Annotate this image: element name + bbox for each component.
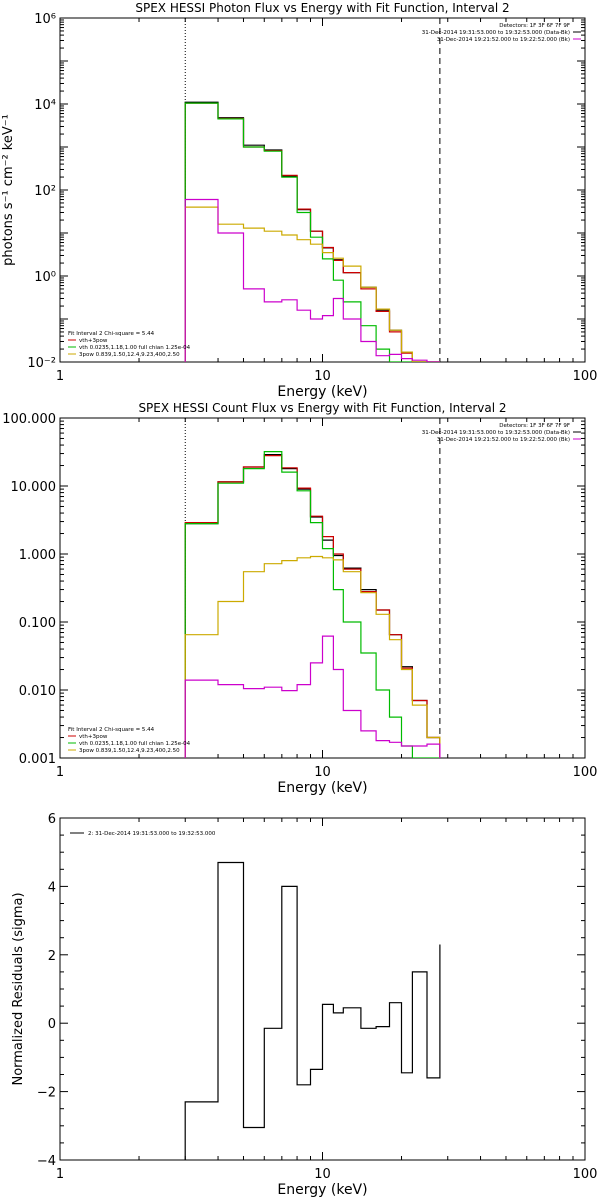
y-tick-label: 10.000 <box>11 480 57 495</box>
x-tick-label: 100 <box>573 1167 598 1182</box>
x-tick-label: 10 <box>314 765 331 780</box>
x-tick-label: 1 <box>56 1167 64 1182</box>
y-tick-label: −4 <box>37 1154 56 1169</box>
series-line-bk <box>184 198 440 362</box>
legend-top-left-text: 2: 31-Dec-2014 19:31:53.000 to 19:32:53.… <box>88 831 216 837</box>
x-tick-label: 100 <box>573 369 598 384</box>
series-line-data-bk <box>184 454 441 758</box>
x-tick-label: 1 <box>56 369 64 384</box>
series-line-vth <box>184 451 440 758</box>
legend-bottom-left-text: vth 0.0235,1.18,1.00 full chian 1.25e-04 <box>79 741 191 747</box>
y-axis-label: photons s⁻¹ cm⁻² keV⁻¹ <box>1 114 16 266</box>
y-tick-label: 100.000 <box>2 412 56 427</box>
legend-bottom-left-text: vth+3pow <box>79 338 108 344</box>
series-line-3pow <box>184 206 440 362</box>
series-group <box>184 451 441 758</box>
y-tick-label: 1.000 <box>19 548 56 563</box>
residuals-panel: 1 10 100 Energy (keV) −4 −2 0 2 4 6 Normalized Res… <box>11 812 597 1198</box>
legend-top-right-text: 31-Dec-2014 19:21:52.000 to 19:22:52.000… <box>437 437 570 443</box>
series-line-data-bk <box>184 101 440 362</box>
legend-top-right-text: 31-Dec-2014 19:21:52.000 to 19:22:52.000… <box>437 37 570 43</box>
legend-top-right-text: Detectors: 1F 3F 6F 7F 9F <box>499 423 570 429</box>
chart-title: SPEX HESSI Photon Flux vs Energy with Fi… <box>135 1 509 15</box>
series-group <box>184 101 440 362</box>
chart-title: SPEX HESSI Count Flux vs Energy with Fit… <box>138 401 506 415</box>
series-line-vth-3pow <box>184 455 441 758</box>
series-line-3pow <box>184 555 441 758</box>
y-tick-label: 6 <box>48 812 56 827</box>
legend-bottom-left-text: 3pow 0.839,1.50,12.4,9.23,400,2.50 <box>79 748 180 754</box>
count-flux-panel: SPEX HESSI Count Flux vs Energy with Fit… <box>2 401 597 796</box>
series-line-bk <box>184 635 441 758</box>
x-tick-label: 100 <box>573 765 598 780</box>
y-tick-label: 0 <box>48 1017 56 1032</box>
plot-frame <box>59 417 586 759</box>
x-tick-label: 10 <box>314 369 331 384</box>
x-axis-label: Energy (keV) <box>277 384 367 400</box>
legend-bottom-left-text: Fit Interval 2 Chi-square = 5.44 <box>68 331 155 337</box>
x-axis-label: Energy (keV) <box>277 780 367 796</box>
photon-flux-panel: SPEX HESSI Photon Flux vs Energy with Fi… <box>1 1 597 400</box>
y-tick-label: 10⁰ <box>34 270 56 285</box>
x-tick-label: 1 <box>56 765 64 780</box>
y-tick-label: 10² <box>34 184 56 199</box>
legend-bottom-left-text: vth 0.0235,1.18,1.00 full chian 1.25e-04 <box>79 345 191 351</box>
legend-top-right-text: 31-Dec-2014 19:31:53.000 to 19:32:53.000… <box>422 30 570 36</box>
y-tick-label: 2 <box>48 949 56 964</box>
series-line-residuals <box>184 861 441 1160</box>
y-tick-label: 10⁻² <box>27 356 56 371</box>
y-axis-label: Normalized Residuals (sigma) <box>11 892 26 1085</box>
x-tick-label: 10 <box>314 1167 331 1182</box>
series-group <box>184 861 441 1160</box>
y-tick-label: 10⁴ <box>34 98 56 113</box>
x-axis-label: Energy (keV) <box>277 1182 367 1198</box>
legend-top-right-text: 31-Dec-2014 19:31:53.000 to 19:32:53.000… <box>422 430 570 436</box>
y-tick-label: −2 <box>37 1086 56 1101</box>
y-tick-label: 0.001 <box>19 752 56 767</box>
plot-frame <box>59 817 586 1161</box>
legend-bottom-left-text: vth+3pow <box>79 734 108 740</box>
plot-frame <box>59 17 586 363</box>
legend-bottom-left-text: 3pow 0.839,1.50,12.4,9.23,400,2.50 <box>79 352 180 358</box>
legend-top-right-text: Detectors: 1F 3F 6F 7F 9F <box>499 23 570 29</box>
y-tick-label: 0.100 <box>19 616 56 631</box>
y-tick-label: 0.010 <box>19 684 56 699</box>
legend-bottom-left-text: Fit Interval 2 Chi-square = 5.44 <box>68 727 155 733</box>
y-tick-label: 4 <box>48 880 56 895</box>
y-tick-label: 10⁶ <box>34 12 56 27</box>
